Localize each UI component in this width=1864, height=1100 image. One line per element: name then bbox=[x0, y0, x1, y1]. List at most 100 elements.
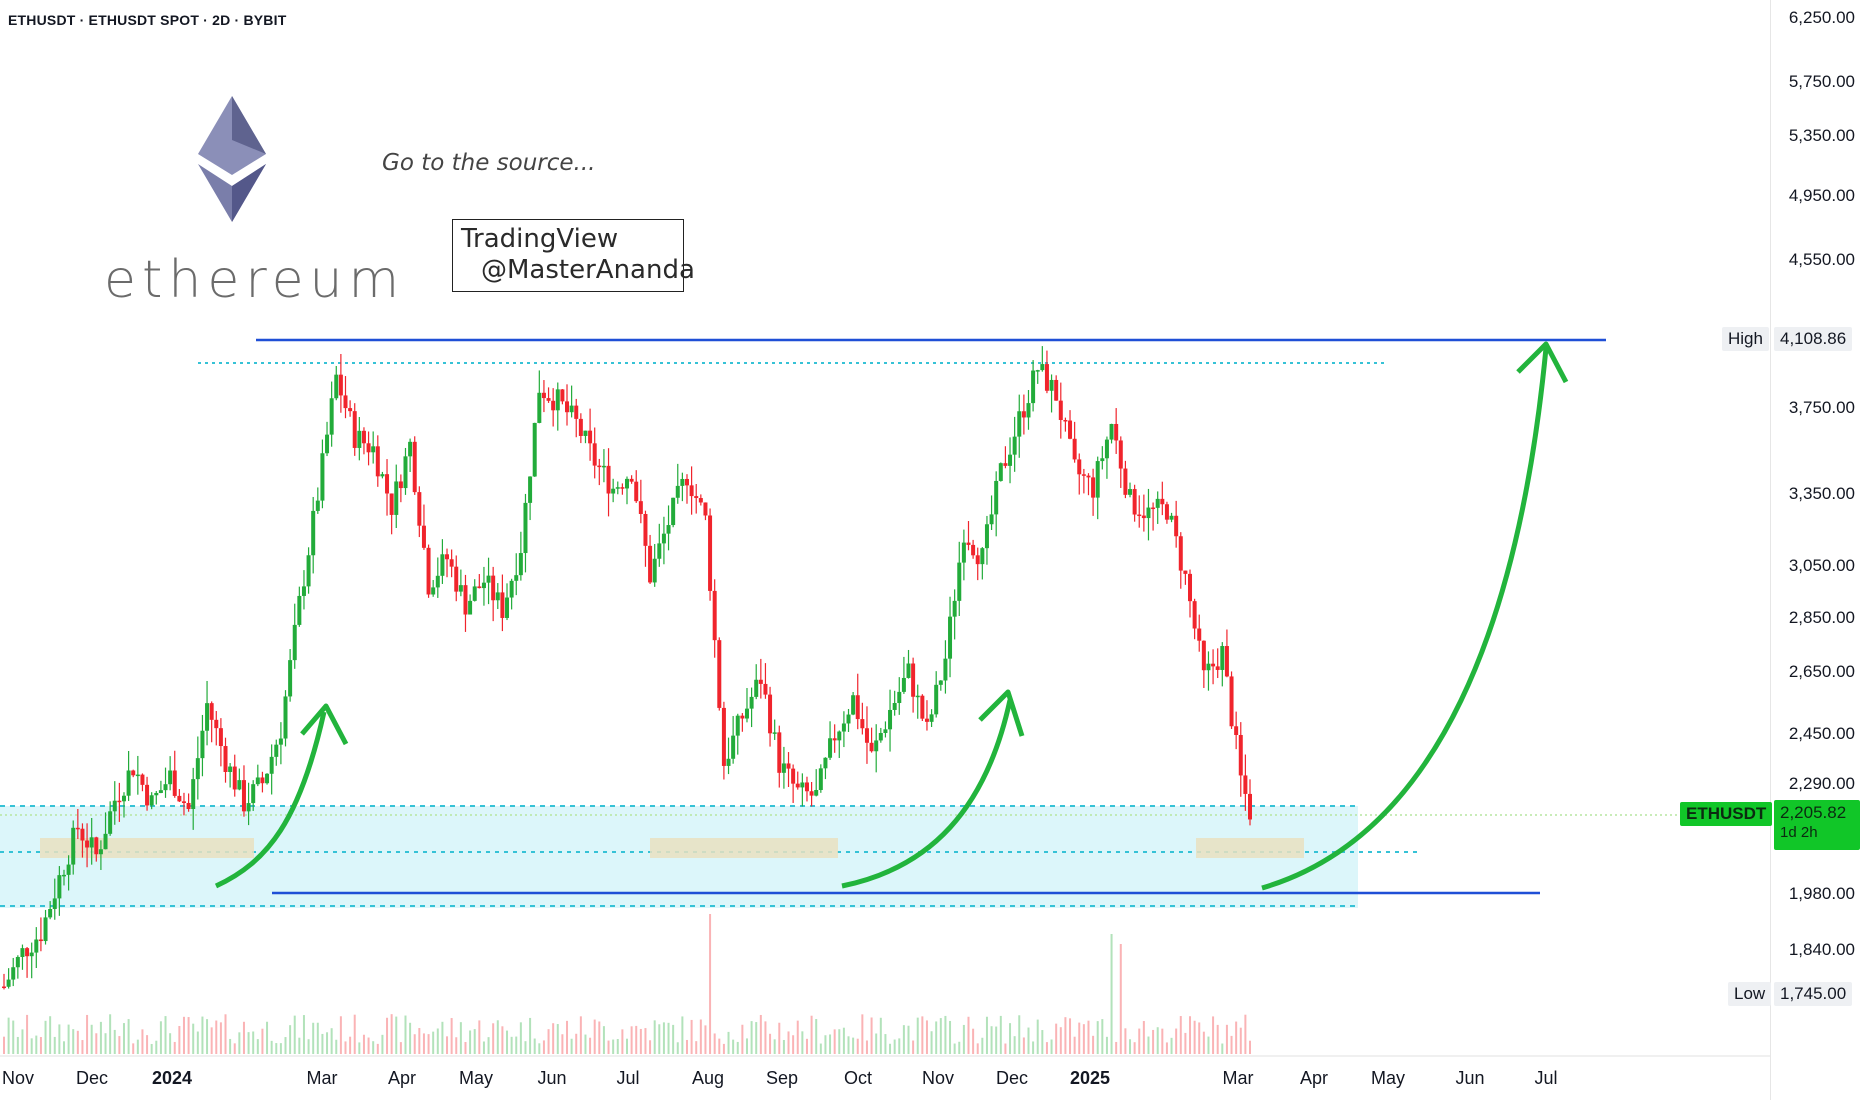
volume-bar bbox=[1069, 1018, 1072, 1054]
candle-body bbox=[1197, 628, 1202, 641]
candle-body bbox=[57, 875, 62, 899]
candle-body bbox=[1243, 775, 1248, 794]
candle-body bbox=[726, 758, 731, 766]
candle-body bbox=[292, 624, 297, 661]
candle-body bbox=[629, 478, 634, 482]
volume-bars bbox=[3, 914, 1251, 1054]
volume-bar bbox=[649, 1040, 652, 1054]
candle-body bbox=[191, 779, 196, 810]
volume-bar bbox=[1059, 1027, 1062, 1054]
x-label: Jun bbox=[1455, 1068, 1485, 1088]
candle-body bbox=[1137, 514, 1142, 517]
volume-bar bbox=[792, 1035, 795, 1054]
current-price-tag[interactable]: 2,205.82 1d 2h bbox=[1774, 800, 1860, 850]
candle-body bbox=[43, 917, 48, 942]
volume-bar bbox=[805, 1038, 808, 1054]
volume-bar bbox=[1050, 1039, 1053, 1054]
candle-body bbox=[98, 849, 103, 855]
candle-body bbox=[703, 502, 708, 516]
candle-body bbox=[200, 730, 205, 759]
candle-body bbox=[532, 422, 537, 477]
volume-bar bbox=[579, 1016, 582, 1054]
volume-bar bbox=[704, 1025, 707, 1054]
volume-bar bbox=[72, 1029, 75, 1054]
candle-body bbox=[832, 738, 837, 741]
candle-body bbox=[445, 554, 450, 560]
high-tag-label: High bbox=[1722, 327, 1769, 351]
candle-body bbox=[417, 492, 422, 526]
candle-body bbox=[375, 446, 380, 477]
candle-body bbox=[961, 542, 966, 563]
volume-bar bbox=[432, 1031, 435, 1054]
volume-bar bbox=[976, 1043, 979, 1054]
volume-bar bbox=[529, 1017, 532, 1054]
candle-body bbox=[948, 616, 953, 659]
y-label: 1,980.00 bbox=[1788, 884, 1855, 903]
volume-bar bbox=[1212, 1016, 1215, 1054]
candle-body bbox=[135, 774, 140, 777]
volume-bar bbox=[330, 1028, 333, 1054]
x-label: Dec bbox=[995, 1068, 1029, 1088]
y-label: 3,050.00 bbox=[1788, 556, 1855, 575]
candle-body bbox=[246, 803, 251, 812]
price-axis[interactable]: 6,250.00 5,750.00 5,350.00 4,950.00 4,55… bbox=[1770, 0, 1864, 1100]
y-label: 3,350.00 bbox=[1788, 484, 1855, 503]
candle-body bbox=[901, 677, 906, 692]
volume-bar bbox=[662, 1022, 665, 1054]
volume-bar bbox=[709, 914, 712, 1054]
candle-body bbox=[1100, 458, 1105, 462]
volume-bar bbox=[1073, 1036, 1076, 1054]
volume-bar bbox=[566, 1020, 569, 1054]
volume-bar bbox=[842, 1027, 845, 1054]
volume-bar bbox=[178, 1025, 181, 1054]
volume-bar bbox=[1244, 1014, 1247, 1054]
candle-body bbox=[85, 840, 90, 848]
volume-bar bbox=[621, 1029, 624, 1054]
candle-body bbox=[740, 715, 745, 719]
candle-body bbox=[661, 533, 666, 544]
volume-bar bbox=[967, 1016, 970, 1054]
volume-bar bbox=[381, 1034, 384, 1054]
candle-body bbox=[38, 939, 43, 942]
candle-body bbox=[569, 405, 574, 413]
volume-bar bbox=[736, 1041, 739, 1054]
candle-body bbox=[398, 481, 403, 489]
y-label: 4,550.00 bbox=[1788, 250, 1855, 269]
volume-bar bbox=[796, 1020, 799, 1054]
volume-bar bbox=[1249, 1040, 1251, 1054]
volume-bar bbox=[242, 1021, 245, 1054]
volume-bar bbox=[122, 1023, 125, 1054]
volume-bar bbox=[450, 1018, 453, 1054]
volume-bar bbox=[598, 1021, 601, 1054]
volume-bar bbox=[912, 1040, 915, 1054]
volume-bar bbox=[838, 1029, 841, 1054]
volume-bar bbox=[413, 1034, 416, 1054]
candle-body bbox=[1012, 436, 1017, 455]
volume-bar bbox=[501, 1026, 504, 1054]
volume-bar bbox=[150, 1043, 153, 1054]
candle-body bbox=[892, 703, 897, 710]
candle-body bbox=[929, 714, 934, 722]
volume-bar bbox=[718, 1038, 721, 1054]
candle-body bbox=[412, 441, 417, 493]
candle-body bbox=[357, 430, 362, 448]
candle-body bbox=[814, 789, 819, 796]
volume-bar bbox=[722, 1043, 725, 1054]
volume-bar bbox=[358, 1042, 361, 1054]
volume-bar bbox=[182, 1016, 185, 1054]
candle-body bbox=[288, 660, 293, 697]
candle-body bbox=[823, 757, 828, 769]
volume-bar bbox=[109, 1014, 112, 1054]
y-label: 2,450.00 bbox=[1788, 724, 1855, 743]
volume-bar bbox=[95, 1033, 98, 1054]
volume-bar bbox=[155, 1040, 158, 1054]
candle-body bbox=[403, 456, 408, 489]
symbol-header[interactable]: ETHUSDT · ETHUSDT SPOT · 2D · BYBIT bbox=[8, 12, 287, 28]
volume-bar bbox=[1165, 1042, 1168, 1054]
symbol-price-tag[interactable]: ETHUSDT bbox=[1680, 802, 1773, 826]
candle-body bbox=[121, 795, 126, 802]
volume-bar bbox=[252, 1031, 255, 1054]
volume-bar bbox=[667, 1022, 670, 1054]
candle-body bbox=[260, 777, 265, 784]
